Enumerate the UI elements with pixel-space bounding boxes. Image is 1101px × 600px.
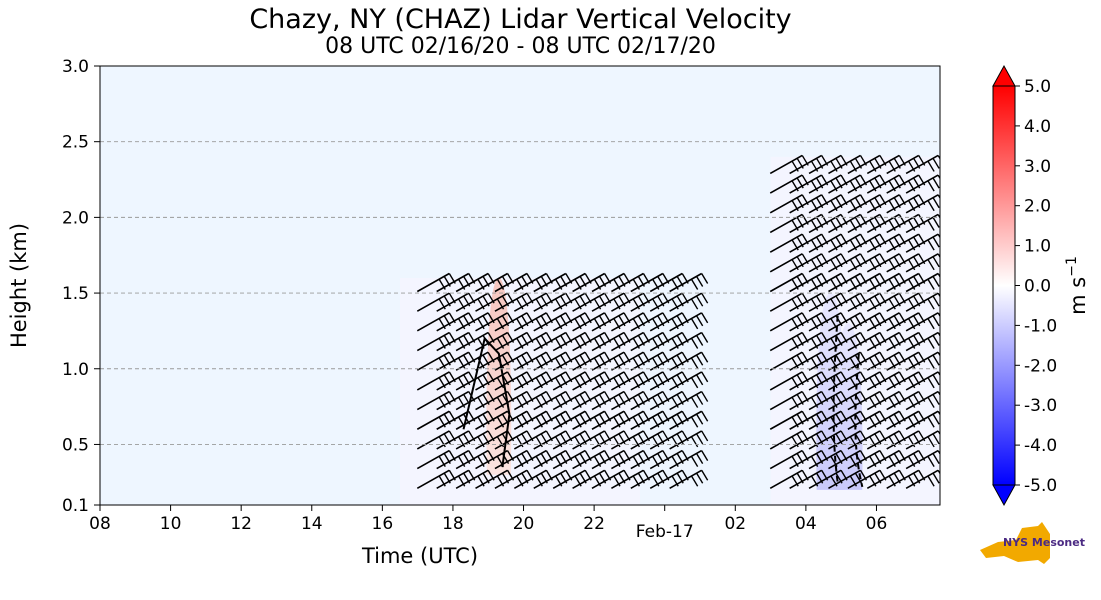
y-tick-label-0: 0.1 (62, 496, 89, 516)
x-tick-label-5: 18 (442, 514, 464, 534)
wind-barb-279 (905, 351, 940, 371)
wind-barb-283 (905, 272, 940, 293)
x-tick-label-6: 20 (513, 514, 535, 534)
colorbar-tick-label-8: -3.0 (1024, 396, 1057, 416)
x-tick-label-0: 08 (89, 514, 111, 534)
wind-barb-275 (905, 430, 940, 450)
x-tick-label-9: 02 (724, 514, 746, 534)
wind-barb-152 (669, 292, 709, 312)
wind-barb-143 (669, 469, 709, 489)
x-tick-label-7: 22 (583, 514, 605, 534)
wind-barb-150 (669, 331, 709, 352)
wind-barb-276 (905, 410, 940, 430)
colorbar (993, 86, 1015, 485)
wind-barb-277 (905, 390, 940, 411)
wind-barb-151 (669, 312, 709, 332)
y-axis-label: Height (km) (7, 223, 31, 348)
x-tick-label-10: 04 (795, 514, 817, 534)
wind-barb-287 (905, 194, 940, 214)
colorbar-tick-label-5: 0.0 (1024, 277, 1051, 297)
wind-barb-289 (905, 154, 940, 175)
wind-barb-278 (905, 371, 940, 391)
wind-barb-274 (905, 449, 940, 470)
colorbar-tick-label-3: 2.0 (1024, 197, 1051, 217)
x-tick-label-11: 06 (866, 514, 888, 534)
wind-barb-285 (905, 233, 940, 253)
y-tick-label-3: 1.5 (62, 284, 89, 304)
x-axis-label: Time (UTC) (361, 544, 478, 568)
y-tick-label-6: 3.0 (62, 57, 89, 77)
grid-lines (100, 141, 940, 445)
wind-barb-282 (905, 292, 940, 312)
wind-barb-145 (669, 430, 709, 450)
wind-barb-281 (905, 312, 940, 332)
x-tick-label-4: 16 (372, 514, 394, 534)
wind-barb-284 (905, 253, 940, 273)
chart-title: Chazy, NY (CHAZ) Lidar Vertical Velocity (249, 4, 792, 35)
colorbar-tick-label-0: 5.0 (1024, 77, 1051, 97)
colorbar-tick-label-2: 3.0 (1024, 157, 1051, 177)
colorbar-tick-label-4: 1.0 (1024, 237, 1051, 257)
x-tick-label-8: Feb-17 (636, 522, 694, 542)
plot-frame (99, 65, 941, 506)
wind-barb-288 (905, 174, 940, 194)
wind-barb-240 (866, 449, 906, 470)
colorbar-extend-bottom (992, 484, 1016, 507)
y-tick-label-1: 0.5 (62, 435, 89, 455)
nys-mesonet-logo (980, 522, 1050, 564)
wind-barb-147 (669, 390, 709, 411)
wind-barb-148 (669, 371, 709, 391)
wind-barb-180 (789, 292, 829, 312)
y-tick-label-4: 2.0 (62, 208, 89, 228)
wind-barb-280 (905, 331, 940, 352)
y-tick-label-5: 2.5 (62, 133, 89, 153)
x-tick-label-2: 12 (230, 514, 252, 534)
y-tick-label-2: 1.0 (62, 360, 89, 380)
wind-barb-149 (669, 351, 709, 371)
contour-dashed-1 (832, 315, 839, 483)
wind-barb-273 (905, 469, 940, 489)
wind-barb-153 (669, 272, 709, 293)
wind-barb-144 (669, 449, 709, 470)
colorbar-tick-label-7: -2.0 (1024, 356, 1057, 376)
chart-subtitle: 08 UTC 02/16/20 - 08 UTC 02/17/20 (325, 34, 716, 59)
logo-text: NYS Mesonet (1003, 536, 1085, 549)
data-layer (400, 154, 940, 505)
colorbar-tick-label-10: -5.0 (1024, 476, 1057, 496)
colorbar-extend-top (992, 64, 1016, 87)
colorbar-label: m s−1 (1064, 256, 1090, 315)
wind-barb-146 (669, 410, 709, 430)
x-tick-label-3: 14 (301, 514, 323, 534)
colorbar-tick-label-1: 4.0 (1024, 117, 1051, 137)
colorbar-tick-label-9: -4.0 (1024, 436, 1057, 456)
colorbar-tick-label-6: -1.0 (1024, 316, 1057, 336)
wind-barb-286 (905, 213, 940, 234)
x-tick-label-1: 10 (160, 514, 182, 534)
